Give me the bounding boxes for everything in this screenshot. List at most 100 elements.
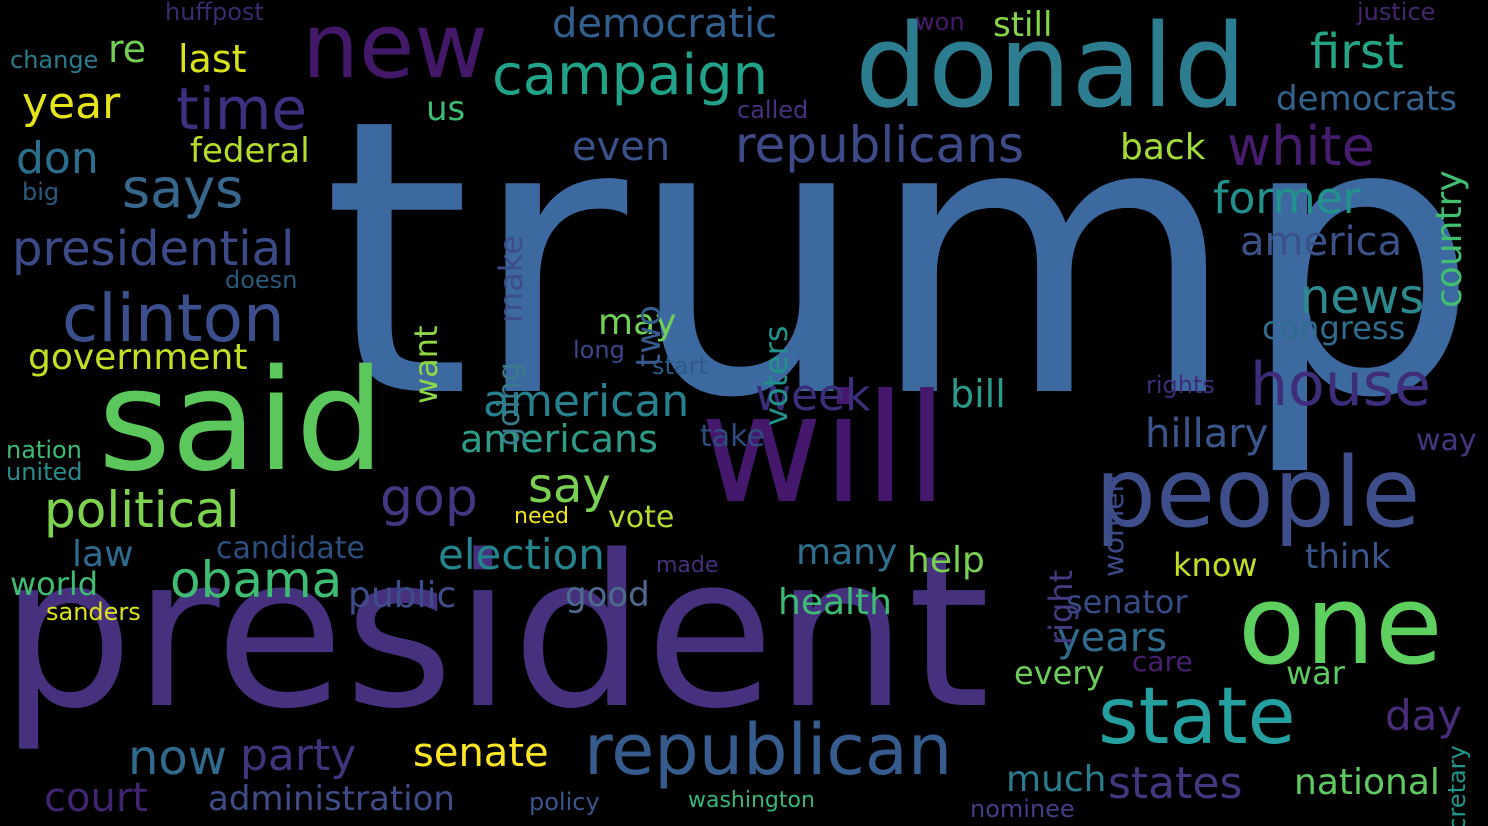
word-secretary: secretary bbox=[1443, 745, 1471, 826]
word-right: right bbox=[1042, 569, 1080, 645]
word-help: help bbox=[907, 540, 985, 581]
word-now: now bbox=[128, 730, 228, 786]
word-candidate: candidate bbox=[216, 531, 365, 566]
word-hillary: hillary bbox=[1145, 411, 1269, 457]
word-think: think bbox=[1305, 537, 1391, 577]
word-democrats: democrats bbox=[1276, 79, 1457, 119]
word-campaign: campaign bbox=[492, 43, 769, 108]
word-policy: policy bbox=[529, 788, 600, 816]
word-republicans: republicans bbox=[735, 116, 1025, 174]
word-congress: congress bbox=[1262, 309, 1406, 347]
word-take: take bbox=[700, 419, 765, 454]
word-election: election bbox=[438, 530, 605, 579]
word-long: long bbox=[573, 336, 625, 364]
word-start: start bbox=[652, 352, 708, 380]
word-voters: voters bbox=[757, 325, 795, 426]
word-states: states bbox=[1108, 758, 1243, 809]
word-america: america bbox=[1240, 219, 1403, 265]
word-good: good bbox=[565, 575, 650, 615]
word-many: many bbox=[796, 532, 898, 573]
word-every: every bbox=[1014, 654, 1105, 692]
word-day: day bbox=[1385, 691, 1463, 740]
word-trump: trump bbox=[322, 38, 1480, 481]
word-national: national bbox=[1294, 762, 1440, 803]
word-administration: administration bbox=[208, 779, 455, 819]
word-care: care bbox=[1132, 645, 1193, 678]
word-health: health bbox=[778, 582, 892, 623]
word-even: even bbox=[572, 124, 671, 170]
word-federal: federal bbox=[190, 131, 310, 171]
word-way: way bbox=[1416, 423, 1477, 458]
word-going: going bbox=[492, 362, 527, 446]
word-americans: americans bbox=[460, 417, 658, 461]
word-week: week bbox=[755, 370, 871, 421]
word-make: make bbox=[492, 235, 530, 323]
word-doesn: doesn bbox=[225, 266, 298, 294]
word-us: us bbox=[426, 89, 466, 129]
word-president: president bbox=[0, 510, 990, 755]
word-american: american bbox=[483, 376, 690, 427]
word-washington: washington bbox=[688, 788, 815, 813]
word-court: court bbox=[44, 775, 148, 821]
word-women: women bbox=[1097, 474, 1130, 577]
word-country: country bbox=[1429, 170, 1470, 308]
word-re: re bbox=[108, 27, 147, 71]
word-war: war bbox=[1286, 654, 1345, 692]
word-first: first bbox=[1310, 24, 1404, 80]
word-know: know bbox=[1173, 546, 1258, 584]
word-obama: obama bbox=[170, 551, 343, 609]
word-may: may bbox=[598, 302, 677, 343]
word-senate: senate bbox=[413, 730, 549, 776]
word-party: party bbox=[240, 730, 357, 781]
word-presidential: presidential bbox=[12, 221, 295, 277]
word-republican: republican bbox=[584, 709, 953, 791]
word-donald: donald bbox=[855, 0, 1247, 134]
word-people: people bbox=[1095, 437, 1421, 549]
word-white: white bbox=[1227, 115, 1375, 178]
word-last: last bbox=[178, 37, 247, 81]
word-new: new bbox=[302, 0, 489, 99]
word-much: much bbox=[1006, 759, 1107, 800]
word-will: will bbox=[700, 363, 948, 537]
word-news: news bbox=[1300, 269, 1425, 325]
word-says: says bbox=[122, 157, 244, 220]
word-justice: justice bbox=[1357, 0, 1436, 26]
word-world: world bbox=[10, 565, 99, 603]
word-united: united bbox=[6, 458, 83, 486]
word-bill: bill bbox=[950, 372, 1006, 416]
word-government: government bbox=[28, 337, 248, 378]
word-need: need bbox=[514, 504, 569, 529]
word-back: back bbox=[1120, 127, 1206, 168]
word-change: change bbox=[10, 46, 99, 74]
word-nation: nation bbox=[6, 436, 82, 464]
word-house: house bbox=[1250, 350, 1431, 420]
word-made: made bbox=[656, 553, 719, 578]
word-rights: rights bbox=[1146, 371, 1215, 399]
word-senator: senator bbox=[1066, 583, 1188, 621]
word-year: year bbox=[22, 78, 121, 129]
word-still: still bbox=[993, 5, 1053, 45]
word-vote: vote bbox=[608, 500, 675, 535]
word-won: won bbox=[915, 8, 965, 36]
word-years: years bbox=[1057, 615, 1168, 661]
word-public: public bbox=[348, 575, 457, 616]
word-state: state bbox=[1098, 672, 1296, 762]
word-nominee: nominee bbox=[970, 795, 1075, 823]
word-don: don bbox=[16, 133, 99, 184]
word-political: political bbox=[44, 481, 240, 539]
word-clinton: clinton bbox=[62, 280, 285, 357]
word-said: said bbox=[98, 340, 385, 503]
word-called: called bbox=[737, 96, 809, 124]
word-former: former bbox=[1213, 173, 1361, 224]
word-big: big bbox=[22, 178, 60, 206]
word-want: want bbox=[407, 325, 445, 404]
word-gop: gop bbox=[380, 468, 478, 528]
word-say: say bbox=[528, 458, 611, 514]
word-one: one bbox=[1238, 561, 1443, 689]
word-time: time bbox=[176, 75, 308, 143]
word-law: law bbox=[72, 534, 134, 575]
word-democratic: democratic bbox=[552, 1, 778, 47]
word-sanders: sanders bbox=[46, 598, 141, 626]
word-huffpost: huffpost bbox=[165, 0, 264, 26]
